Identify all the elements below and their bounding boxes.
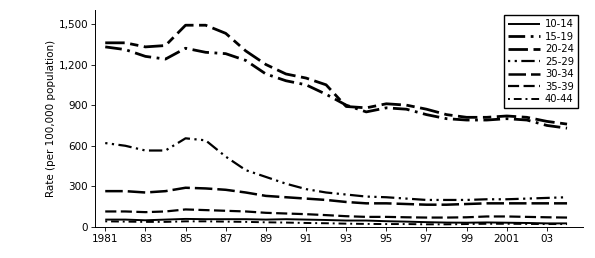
Legend: 10-14, 15-19, 20-24, 25-29, 30-34, 35-39, 40-44: 10-14, 15-19, 20-24, 25-29, 30-34, 35-39… <box>504 15 578 108</box>
Y-axis label: Rate (per 100,000 population): Rate (per 100,000 population) <box>46 40 56 197</box>
